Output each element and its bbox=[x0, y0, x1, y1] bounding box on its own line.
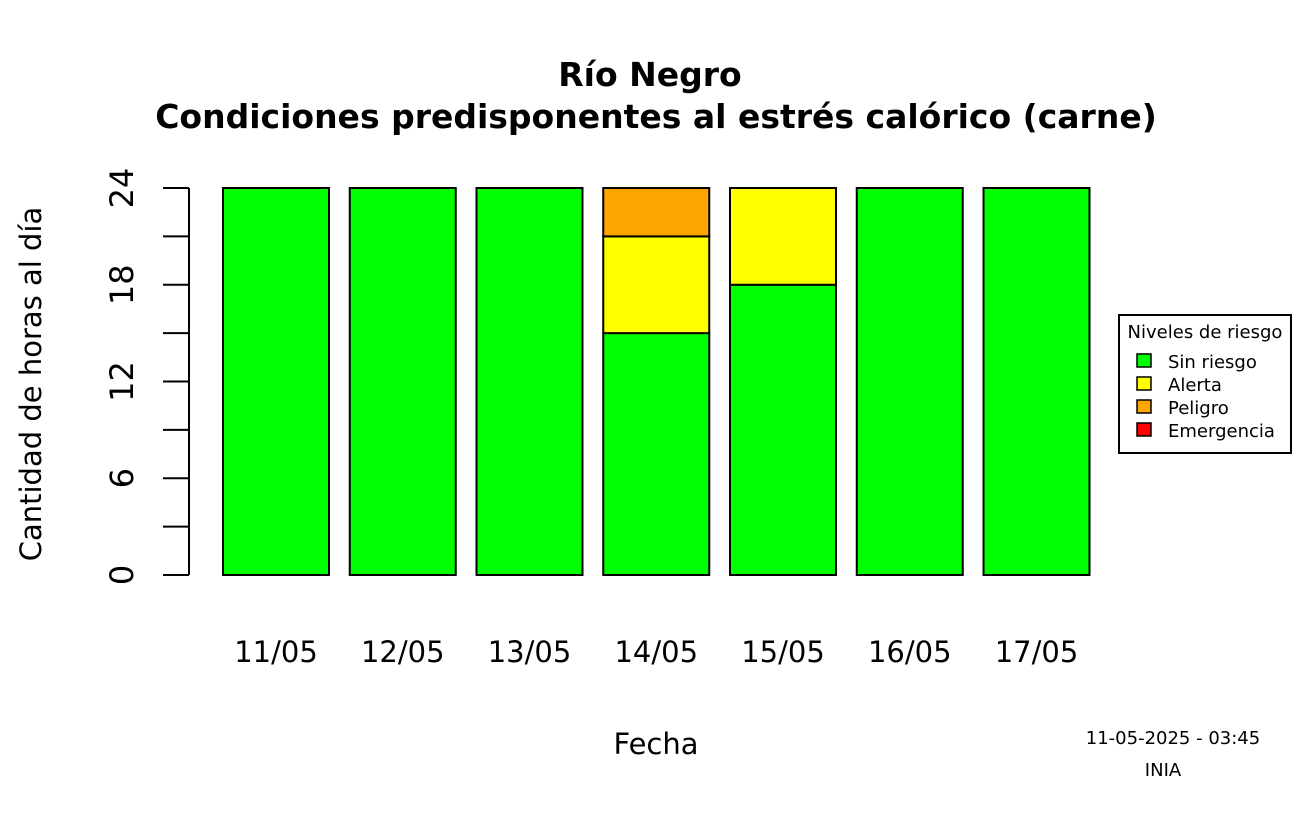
y-axis: 0 6 12 18 24 bbox=[103, 168, 190, 585]
x-tick-label: 16/05 bbox=[868, 635, 952, 669]
x-tick-label: 17/05 bbox=[995, 635, 1079, 669]
legend-swatch bbox=[1136, 376, 1152, 391]
legend-swatch bbox=[1136, 353, 1152, 368]
y-tick-label: 6 bbox=[103, 468, 141, 488]
bar-sin-riesgo-13-05 bbox=[475, 187, 584, 576]
x-tick-label: 11/05 bbox=[234, 635, 318, 669]
footer-timestamp: 11-05-2025 - 03:45 bbox=[1086, 728, 1260, 749]
x-tick-label: 15/05 bbox=[741, 635, 825, 669]
bar-sin-riesgo-12-05 bbox=[348, 187, 457, 576]
bar-alerta-15-05 bbox=[729, 187, 837, 286]
bar-sin-riesgo-14-05 bbox=[602, 332, 711, 576]
y-axis-label: Cantidad de horas al día bbox=[14, 207, 48, 562]
y-tick-label: 18 bbox=[103, 264, 141, 305]
legend-label: Alerta bbox=[1168, 375, 1222, 396]
bar-alerta-14-05 bbox=[602, 235, 711, 335]
legend: Niveles de riesgo Sin riesgoAlertaPeligr… bbox=[1118, 314, 1292, 454]
x-tick-label: 12/05 bbox=[361, 635, 445, 669]
legend-label: Emergencia bbox=[1168, 421, 1275, 442]
y-tick-label: 12 bbox=[103, 361, 141, 402]
bar-group bbox=[222, 187, 1091, 576]
bar-peligro-14-05 bbox=[602, 187, 711, 238]
x-axis-ticks: 11/05 12/05 13/05 14/05 15/05 16/05 17/05 bbox=[234, 635, 1078, 669]
legend-title: Niveles de riesgo bbox=[1128, 322, 1283, 343]
legend-label: Peligro bbox=[1168, 398, 1229, 419]
y-tick-label: 0 bbox=[103, 565, 141, 585]
legend-swatch bbox=[1136, 399, 1152, 414]
bar-sin-riesgo-11-05 bbox=[222, 187, 330, 576]
bar-sin-riesgo-16-05 bbox=[855, 187, 964, 576]
chart-subtitle: Condiciones predisponentes al estrés cal… bbox=[155, 97, 1157, 136]
legend-box bbox=[1118, 314, 1292, 454]
footer-source: INIA bbox=[1145, 760, 1182, 781]
x-tick-label: 13/05 bbox=[488, 635, 572, 669]
legend-swatch bbox=[1136, 422, 1152, 437]
legend-label: Sin riesgo bbox=[1168, 352, 1257, 373]
bar-sin-riesgo-15-05 bbox=[729, 283, 837, 576]
y-tick-label: 24 bbox=[103, 168, 141, 209]
chart-title: Río Negro bbox=[558, 55, 741, 94]
bar-sin-riesgo-17-05 bbox=[982, 187, 1091, 576]
x-axis-label: Fecha bbox=[613, 727, 698, 761]
x-tick-label: 14/05 bbox=[614, 635, 698, 669]
